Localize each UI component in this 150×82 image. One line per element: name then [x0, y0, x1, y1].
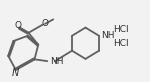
Text: NH: NH [101, 31, 114, 40]
Text: HCl: HCl [113, 25, 129, 34]
Text: HCl: HCl [113, 39, 129, 48]
Text: NH: NH [51, 57, 64, 66]
Text: N: N [12, 68, 19, 78]
Text: O: O [14, 21, 21, 30]
Text: O: O [42, 19, 49, 28]
